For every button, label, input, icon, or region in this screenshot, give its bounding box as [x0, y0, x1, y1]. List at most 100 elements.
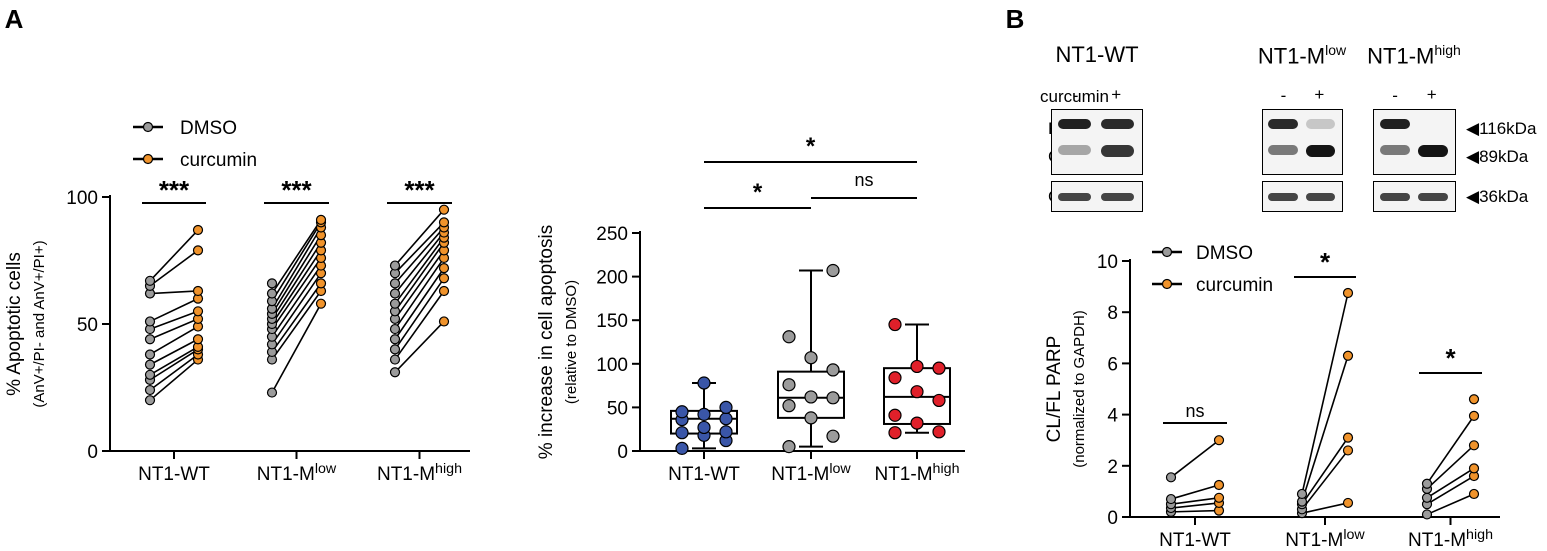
data-point — [719, 412, 733, 426]
data-point — [826, 391, 840, 405]
data-point — [932, 361, 946, 375]
data-point — [826, 363, 840, 377]
pair-line — [271, 303, 322, 393]
dmso-point — [144, 359, 156, 370]
curcumin-point — [1468, 488, 1480, 500]
legend-dmso-label: DMSO — [1196, 243, 1253, 264]
curcumin-point — [192, 334, 204, 345]
treatment-label: curcumin — [1040, 87, 1109, 106]
pair-line — [271, 221, 322, 302]
band-gapdh — [1379, 193, 1410, 201]
blot-group-header: NT1-WT — [1055, 42, 1139, 67]
curcumin-point — [438, 273, 450, 284]
dmso-point — [144, 369, 156, 380]
y-tick-label: 50 — [77, 315, 98, 336]
dmso-point — [144, 395, 156, 406]
minus-sign: - — [1072, 86, 1079, 105]
curcumin-point — [438, 316, 450, 327]
data-point — [675, 405, 689, 419]
pair-line — [394, 226, 445, 284]
legend-curcumin-label: curcumin — [1196, 275, 1273, 296]
plus-sign: + — [1111, 85, 1122, 104]
curcumin-point — [1468, 440, 1480, 451]
band-gapdh — [1268, 193, 1298, 201]
dmso-point — [389, 344, 401, 355]
y-tick-label: 6 — [1107, 354, 1118, 375]
y-axis-label: % Apoptotic cells — [4, 252, 25, 396]
significance-label: * — [806, 133, 816, 160]
pair-line — [271, 242, 322, 320]
band-cl-parp — [1305, 145, 1335, 157]
data-point — [719, 425, 733, 439]
curcumin-point — [192, 285, 204, 297]
x-tick-label: NT1-Mlow — [1285, 527, 1365, 551]
data-point — [932, 425, 946, 439]
curcumin-point — [1213, 479, 1225, 491]
band-fl-parp — [1100, 119, 1134, 129]
x-tick-label: NT1-Mhigh — [874, 461, 959, 485]
band-fl-parp — [1058, 119, 1092, 129]
band-gapdh — [1417, 193, 1448, 201]
band-gapdh — [1305, 193, 1335, 201]
y-tick-label: 0 — [87, 442, 98, 463]
pair-line — [149, 348, 199, 381]
curcumin-point — [438, 217, 450, 228]
y-tick-label: 150 — [596, 311, 628, 332]
dmso-point — [389, 323, 401, 335]
dmso-point — [266, 278, 278, 289]
significance-label: * — [1445, 343, 1456, 373]
data-point — [888, 408, 902, 422]
data-point — [910, 416, 924, 430]
pair-line — [149, 338, 199, 366]
pair-line — [271, 227, 322, 310]
data-point — [782, 378, 796, 392]
dmso-point — [389, 334, 401, 345]
pair-line — [394, 209, 445, 267]
data-point — [782, 399, 796, 413]
significance-label: ns — [1185, 401, 1204, 421]
pair-line — [271, 219, 322, 294]
pair-line — [149, 249, 199, 287]
curcumin-point — [1342, 350, 1354, 361]
dmso-point — [144, 316, 156, 327]
band-cl-parp — [1417, 145, 1448, 157]
dmso-point — [1165, 472, 1177, 483]
data-point — [782, 440, 796, 454]
curcumin-point — [1468, 463, 1480, 474]
y-tick-label: 10 — [1097, 252, 1118, 273]
blot-group-header: NT1-Mhigh — [1367, 42, 1461, 69]
dmso-point — [144, 334, 156, 345]
dmso-point — [389, 288, 401, 299]
y-axis-sublabel: (relative to DMSO) — [563, 280, 580, 404]
size-marker: ◀89kDa — [1466, 147, 1529, 166]
pair-line — [1170, 439, 1220, 478]
data-point — [888, 317, 902, 332]
legend-dmso-marker — [142, 121, 154, 133]
data-point — [804, 411, 818, 425]
pair-line — [1301, 449, 1349, 510]
data-point — [910, 385, 924, 399]
size-marker: ◀36kDa — [1466, 187, 1529, 206]
curcumin-point — [1342, 287, 1354, 299]
pair-line — [1301, 437, 1349, 505]
curcumin-point — [1468, 394, 1480, 405]
y-tick-label: 50 — [607, 398, 628, 419]
data-point — [888, 426, 902, 440]
curcumin-point — [1468, 410, 1480, 421]
dmso-point — [389, 298, 401, 309]
data-point — [697, 407, 711, 421]
x-tick-label: NT1-Mhigh — [377, 461, 462, 485]
plus-sign: + — [1314, 85, 1325, 104]
pair-line — [149, 290, 199, 295]
pair-line — [1170, 484, 1220, 500]
pair-line — [394, 290, 445, 361]
pair-line — [1301, 355, 1349, 502]
data-point — [697, 376, 711, 390]
pair-line — [394, 242, 445, 312]
dmso-point — [389, 278, 401, 289]
data-point — [719, 400, 733, 414]
legend-curcumin-label: curcumin — [180, 150, 257, 171]
pair-line — [1170, 497, 1220, 505]
data-point — [910, 359, 924, 374]
